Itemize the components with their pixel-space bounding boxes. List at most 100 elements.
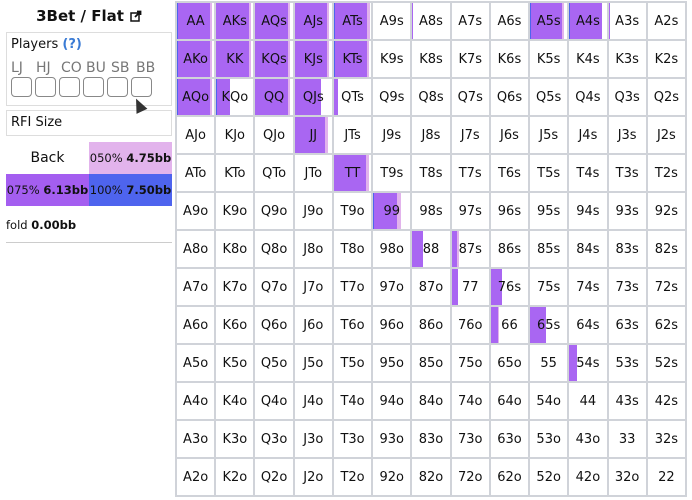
- hand-cell-A5o[interactable]: A5o: [177, 345, 215, 381]
- hand-cell-K5o[interactable]: K5o: [216, 345, 254, 381]
- hand-cell-82o[interactable]: 82o: [412, 459, 450, 495]
- hand-cell-T4o[interactable]: T4o: [333, 383, 372, 419]
- hand-cell-73o[interactable]: 73o: [451, 421, 489, 457]
- hand-cell-A8s[interactable]: A8s: [412, 3, 450, 39]
- hand-cell-82s[interactable]: 82s: [647, 231, 685, 267]
- help-link[interactable]: (?): [62, 37, 82, 52]
- hand-cell-J6o[interactable]: J6o: [294, 307, 332, 343]
- hand-cell-95o[interactable]: 95o: [373, 345, 411, 381]
- hand-cell-65s[interactable]: 65s: [530, 307, 568, 343]
- hand-cell-42o[interactable]: 42o: [569, 459, 607, 495]
- hand-cell-33[interactable]: 33: [608, 421, 646, 457]
- hand-cell-A8o[interactable]: A8o: [177, 231, 215, 267]
- hand-cell-96s[interactable]: 96s: [490, 193, 529, 229]
- hand-cell-54s[interactable]: 54s: [569, 345, 607, 381]
- hand-cell-72o[interactable]: 72o: [451, 459, 489, 495]
- hand-cell-J9o[interactable]: J9o: [294, 193, 332, 229]
- hand-cell-63s[interactable]: 63s: [608, 307, 646, 343]
- hand-cell-72s[interactable]: 72s: [647, 269, 685, 305]
- hand-cell-K2s[interactable]: K2s: [647, 41, 685, 77]
- hand-cell-32o[interactable]: 32o: [608, 459, 646, 495]
- hand-cell-87s[interactable]: 87s: [451, 231, 489, 267]
- hand-cell-KQo[interactable]: KQo: [216, 79, 254, 115]
- hand-cell-44[interactable]: 44: [569, 383, 607, 419]
- hand-cell-J4o[interactable]: J4o: [294, 383, 332, 419]
- hand-cell-K4o[interactable]: K4o: [216, 383, 254, 419]
- hand-cell-75o[interactable]: 75o: [451, 345, 489, 381]
- hand-cell-97s[interactable]: 97s: [451, 193, 489, 229]
- hand-cell-AKo[interactable]: AKo: [177, 41, 215, 77]
- hand-cell-97o[interactable]: 97o: [373, 269, 411, 305]
- hand-cell-J6s[interactable]: J6s: [490, 117, 529, 153]
- hand-cell-96o[interactable]: 96o: [373, 307, 411, 343]
- hand-cell-Q2o[interactable]: Q2o: [255, 459, 293, 495]
- hand-cell-52o[interactable]: 52o: [530, 459, 568, 495]
- hand-cell-T5o[interactable]: T5o: [333, 345, 372, 381]
- hand-cell-Q4o[interactable]: Q4o: [255, 383, 293, 419]
- hand-cell-T7o[interactable]: T7o: [333, 269, 372, 305]
- hand-cell-62o[interactable]: 62o: [490, 459, 529, 495]
- hand-cell-Q3s[interactable]: Q3s: [608, 79, 646, 115]
- hand-cell-A6o[interactable]: A6o: [177, 307, 215, 343]
- hand-cell-J5o[interactable]: J5o: [294, 345, 332, 381]
- hand-cell-Q9o[interactable]: Q9o: [255, 193, 293, 229]
- hand-cell-ATs[interactable]: ATs: [333, 3, 372, 39]
- hand-cell-63o[interactable]: 63o: [490, 421, 529, 457]
- hand-cell-A3s[interactable]: A3s: [608, 3, 646, 39]
- hand-cell-J4s[interactable]: J4s: [569, 117, 607, 153]
- hand-cell-98s[interactable]: 98s: [412, 193, 450, 229]
- hand-cell-JTs[interactable]: JTs: [333, 117, 372, 153]
- hand-cell-T3o[interactable]: T3o: [333, 421, 372, 457]
- hand-cell-T2o[interactable]: T2o: [333, 459, 372, 495]
- hand-cell-J2o[interactable]: J2o: [294, 459, 332, 495]
- size-button-100%[interactable]: 100% 7.50bb: [89, 174, 172, 206]
- hand-cell-KTo[interactable]: KTo: [216, 155, 254, 191]
- hand-cell-65o[interactable]: 65o: [490, 345, 529, 381]
- hand-cell-K7o[interactable]: K7o: [216, 269, 254, 305]
- hand-cell-74s[interactable]: 74s: [569, 269, 607, 305]
- hand-cell-K8s[interactable]: K8s: [412, 41, 450, 77]
- hand-cell-93s[interactable]: 93s: [608, 193, 646, 229]
- hand-cell-92s[interactable]: 92s: [647, 193, 685, 229]
- hand-cell-53s[interactable]: 53s: [608, 345, 646, 381]
- hand-cell-J9s[interactable]: J9s: [373, 117, 411, 153]
- hand-cell-43s[interactable]: 43s: [608, 383, 646, 419]
- hand-cell-AKs[interactable]: AKs: [216, 3, 254, 39]
- hand-cell-J8s[interactable]: J8s: [412, 117, 450, 153]
- hand-cell-42s[interactable]: 42s: [647, 383, 685, 419]
- hand-cell-K6o[interactable]: K6o: [216, 307, 254, 343]
- hand-cell-22[interactable]: 22: [647, 459, 685, 495]
- hand-cell-Q6o[interactable]: Q6o: [255, 307, 293, 343]
- hand-cell-64o[interactable]: 64o: [490, 383, 529, 419]
- hand-cell-94o[interactable]: 94o: [373, 383, 411, 419]
- hand-cell-Q8o[interactable]: Q8o: [255, 231, 293, 267]
- hand-cell-AJs[interactable]: AJs: [294, 3, 332, 39]
- hand-cell-AQs[interactable]: AQs: [255, 3, 293, 39]
- hand-cell-92o[interactable]: 92o: [373, 459, 411, 495]
- hand-cell-A6s[interactable]: A6s: [490, 3, 529, 39]
- hand-cell-KJo[interactable]: KJo: [216, 117, 254, 153]
- hand-cell-55[interactable]: 55: [530, 345, 568, 381]
- hand-cell-A3o[interactable]: A3o: [177, 421, 215, 457]
- hand-cell-Q6s[interactable]: Q6s: [490, 79, 529, 115]
- hand-cell-T5s[interactable]: T5s: [530, 155, 568, 191]
- hand-cell-64s[interactable]: 64s: [569, 307, 607, 343]
- hand-cell-AA[interactable]: AA: [177, 3, 215, 39]
- hand-cell-K7s[interactable]: K7s: [451, 41, 489, 77]
- hand-cell-T8o[interactable]: T8o: [333, 231, 372, 267]
- hand-cell-Q5s[interactable]: Q5s: [530, 79, 568, 115]
- hand-cell-J7s[interactable]: J7s: [451, 117, 489, 153]
- hand-cell-TT[interactable]: TT: [333, 155, 372, 191]
- hand-cell-A4s[interactable]: A4s: [569, 3, 607, 39]
- hand-cell-KTs[interactable]: KTs: [333, 41, 372, 77]
- hand-cell-86s[interactable]: 86s: [490, 231, 529, 267]
- hand-cell-83o[interactable]: 83o: [412, 421, 450, 457]
- checkbox-lj[interactable]: [11, 77, 32, 97]
- hand-cell-T3s[interactable]: T3s: [608, 155, 646, 191]
- hand-cell-Q7s[interactable]: Q7s: [451, 79, 489, 115]
- hand-cell-A5s[interactable]: A5s: [530, 3, 568, 39]
- hand-cell-A7s[interactable]: A7s: [451, 3, 489, 39]
- share-icon[interactable]: [130, 10, 142, 22]
- hand-cell-J8o[interactable]: J8o: [294, 231, 332, 267]
- hand-cell-84s[interactable]: 84s: [569, 231, 607, 267]
